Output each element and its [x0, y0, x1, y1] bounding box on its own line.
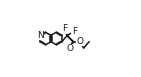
Text: O: O	[66, 44, 73, 53]
Text: N: N	[37, 31, 43, 40]
Text: O: O	[76, 37, 83, 46]
Text: F: F	[72, 27, 77, 36]
Text: F: F	[62, 24, 67, 33]
